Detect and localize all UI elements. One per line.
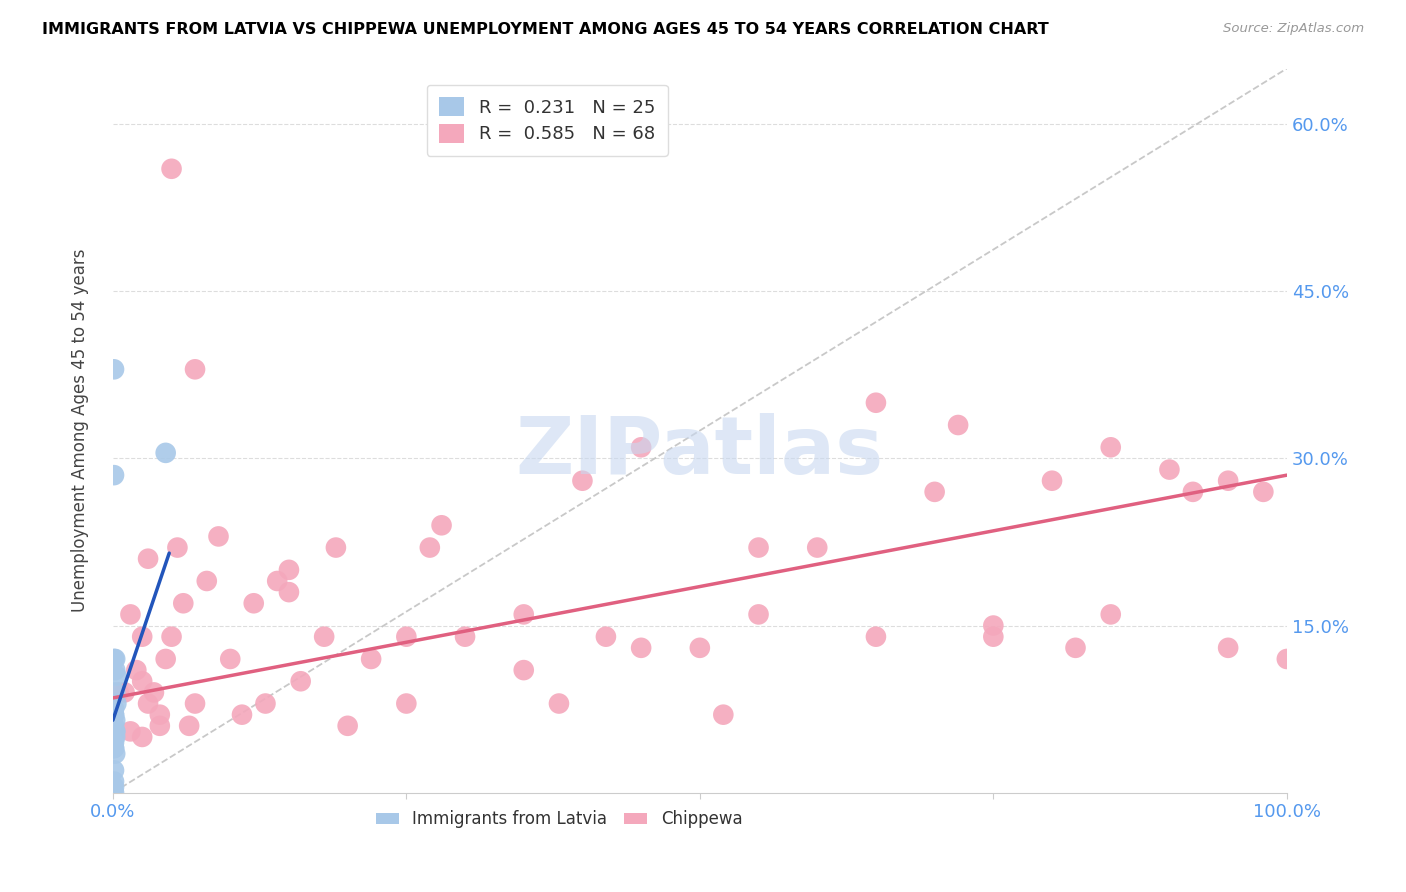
Point [454, 630, 477, 644]
Point [1159, 462, 1181, 476]
Point [155, 446, 177, 460]
Point [630, 440, 652, 454]
Point [125, 663, 148, 677]
Point [103, 786, 125, 800]
Point [103, 707, 125, 722]
Point [1216, 474, 1239, 488]
Point [266, 574, 288, 588]
Point [1181, 484, 1204, 499]
Point [104, 713, 127, 727]
Point [104, 685, 127, 699]
Point [131, 630, 153, 644]
Point [1216, 640, 1239, 655]
Point [219, 652, 242, 666]
Point [325, 541, 347, 555]
Point [155, 652, 177, 666]
Point [395, 630, 418, 644]
Point [172, 596, 194, 610]
Point [207, 529, 229, 543]
Point [103, 780, 125, 794]
Point [103, 774, 125, 789]
Point [131, 674, 153, 689]
Text: ZIPatlas: ZIPatlas [516, 413, 884, 491]
Point [142, 685, 165, 699]
Point [1099, 607, 1122, 622]
Point [571, 474, 593, 488]
Point [120, 607, 142, 622]
Point [278, 585, 301, 599]
Point [120, 724, 142, 739]
Point [231, 707, 253, 722]
Point [104, 724, 127, 739]
Text: Source: ZipAtlas.com: Source: ZipAtlas.com [1223, 22, 1364, 36]
Point [314, 630, 336, 644]
Point [946, 417, 969, 432]
Point [242, 596, 264, 610]
Point [290, 674, 312, 689]
Point [1064, 640, 1087, 655]
Point [104, 730, 127, 744]
Point [1099, 440, 1122, 454]
Text: IMMIGRANTS FROM LATVIA VS CHIPPEWA UNEMPLOYMENT AMONG AGES 45 TO 54 YEARS CORREL: IMMIGRANTS FROM LATVIA VS CHIPPEWA UNEMP… [42, 22, 1049, 37]
Point [630, 640, 652, 655]
Point [513, 607, 536, 622]
Point [195, 574, 218, 588]
Point [105, 668, 128, 682]
Point [149, 707, 172, 722]
Point [360, 652, 382, 666]
Point [103, 468, 125, 483]
Point [103, 702, 125, 716]
Point [107, 685, 129, 699]
Point [179, 719, 201, 733]
Point [103, 362, 125, 376]
Point [105, 697, 128, 711]
Point [104, 652, 127, 666]
Point [103, 707, 125, 722]
Point [114, 685, 136, 699]
Point [104, 724, 127, 739]
Point [136, 697, 159, 711]
Point [595, 630, 617, 644]
Point [430, 518, 453, 533]
Point [711, 707, 734, 722]
Point [254, 697, 277, 711]
Point [149, 719, 172, 733]
Point [336, 719, 359, 733]
Point [104, 663, 127, 677]
Point [806, 541, 828, 555]
Point [103, 764, 125, 778]
Point [184, 362, 207, 376]
Point [166, 541, 188, 555]
Point [160, 630, 183, 644]
Point [1040, 474, 1063, 488]
Point [1253, 484, 1275, 499]
Point [160, 161, 183, 176]
Y-axis label: Unemployment Among Ages 45 to 54 years: Unemployment Among Ages 45 to 54 years [72, 249, 89, 612]
Point [748, 607, 770, 622]
Point [278, 563, 301, 577]
Point [103, 735, 125, 749]
Point [131, 730, 153, 744]
Point [689, 640, 711, 655]
Legend: Immigrants from Latvia, Chippewa: Immigrants from Latvia, Chippewa [368, 804, 749, 835]
Point [748, 541, 770, 555]
Point [419, 541, 441, 555]
Point [513, 663, 536, 677]
Point [981, 618, 1004, 632]
Point [865, 395, 887, 409]
Point [395, 697, 418, 711]
Point [103, 741, 125, 756]
Point [103, 719, 125, 733]
Point [548, 697, 571, 711]
Point [136, 551, 159, 566]
Point [103, 741, 125, 756]
Point [924, 484, 946, 499]
Point [104, 747, 127, 761]
Point [981, 630, 1004, 644]
Point [103, 652, 125, 666]
Point [1275, 652, 1298, 666]
Point [184, 697, 207, 711]
Point [865, 630, 887, 644]
